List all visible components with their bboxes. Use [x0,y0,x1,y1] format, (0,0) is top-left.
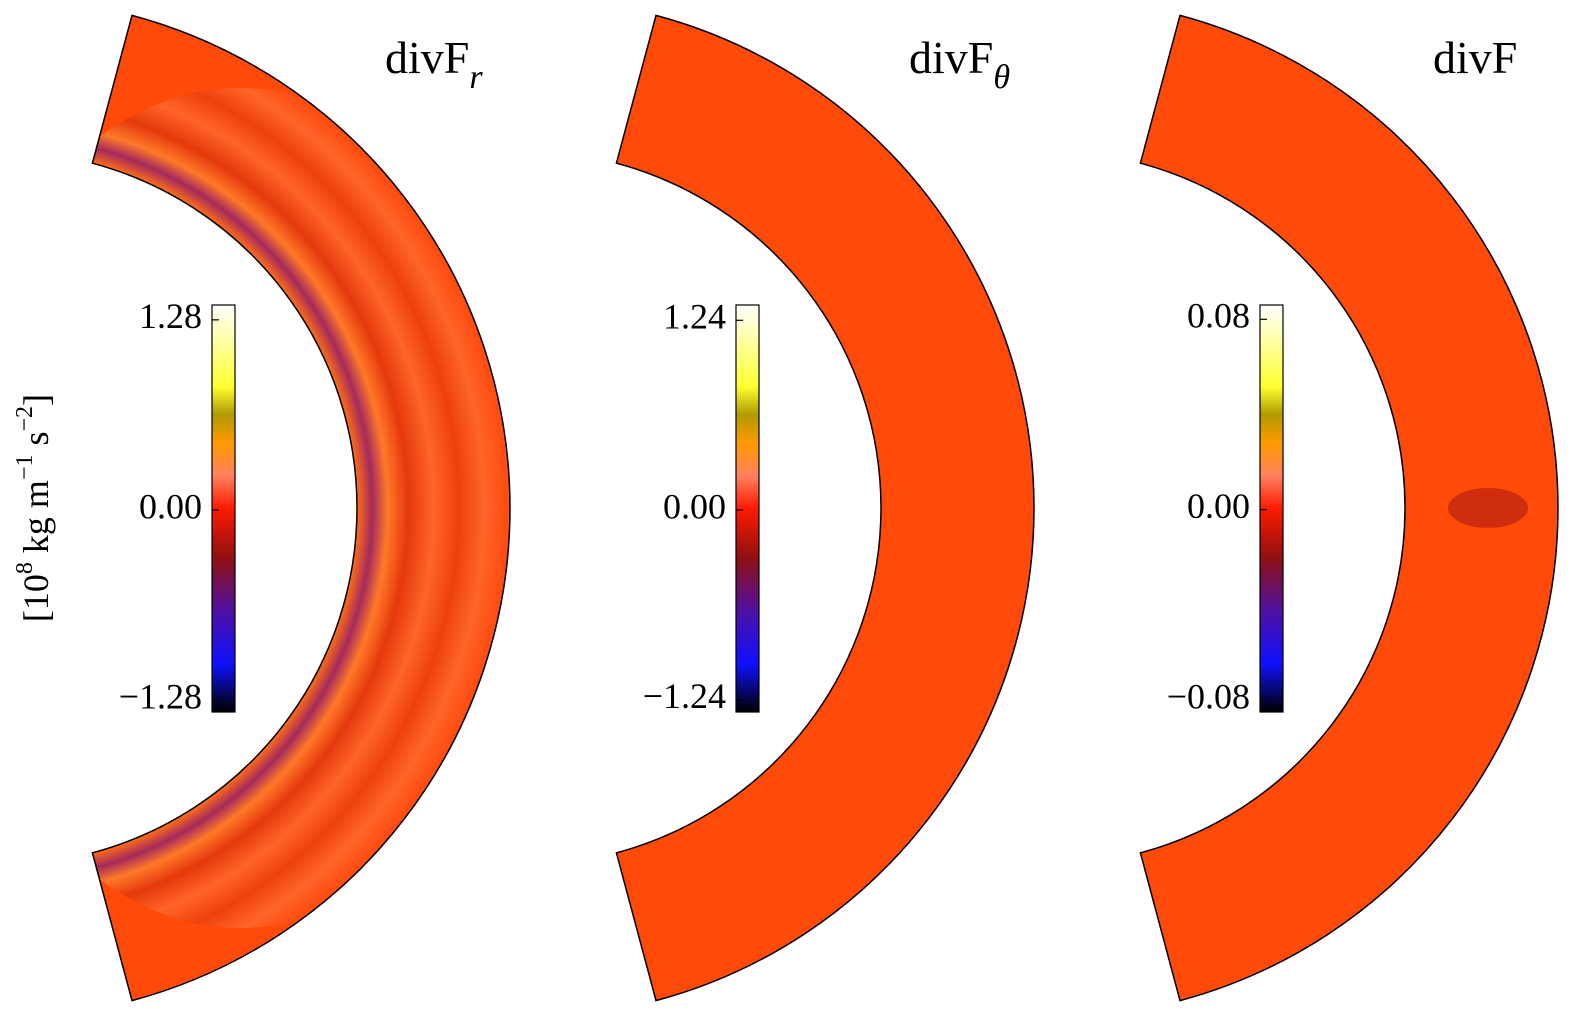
panel: divFθ 1.24 0.00 −1.24 [615,14,1035,1002]
panel-title: divF [1433,32,1517,83]
tick-label: 0.00 [1187,486,1250,526]
title-main: divF [1433,32,1517,83]
wave-pattern [1448,488,1528,528]
panel: divFr 1.28 0.00 −1.28 [91,14,511,1002]
outline [1139,14,1559,1002]
title-sub: θ [993,59,1010,96]
colorbar [1259,304,1284,713]
title-main: divF [385,32,469,83]
tick-label: −1.28 [119,676,202,716]
tick-label: −0.08 [1167,676,1250,716]
colorbar [211,304,236,713]
field [616,15,1035,1001]
title-sub: r [469,59,483,96]
colorbar-label: [108 kg m−1 s−2] [12,394,57,622]
tick-label: 1.24 [663,297,726,337]
tick-label: 1.28 [139,296,202,336]
tick-label: −1.24 [643,676,726,716]
outline [615,14,1035,1002]
wave-pattern [92,88,511,928]
panel: divF 0.08 0.00 −0.08 [1139,14,1559,1002]
tick-label: 0.00 [139,486,202,526]
tick-label: 0.08 [1187,296,1250,336]
panel-title: divFr [385,32,483,96]
colorbar [735,304,760,713]
field [1140,15,1559,1001]
bands [92,88,511,928]
title-main: divF [909,32,993,83]
tick-label: 0.00 [663,486,726,526]
panel-title: divFθ [909,32,1010,96]
outline [91,14,511,1002]
